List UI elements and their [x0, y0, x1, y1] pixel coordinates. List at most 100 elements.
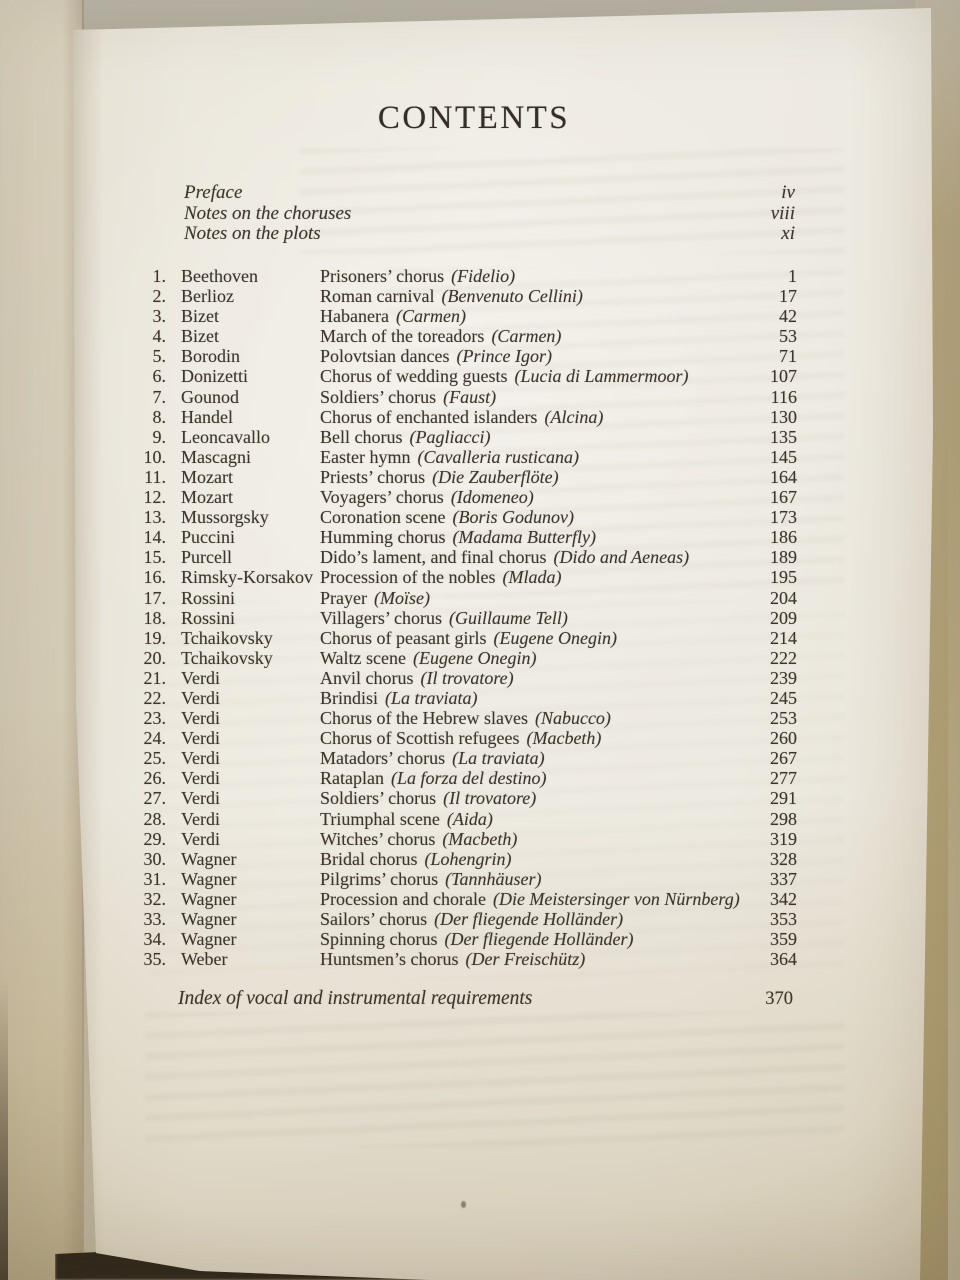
entry-composer: Verdi [181, 788, 220, 809]
front-matter-page-number: xi [781, 223, 795, 244]
entry-title: Procession and chorale (Die Meistersinger… [320, 889, 740, 909]
entry-number: 1. [152, 266, 167, 286]
entry-opera-name: (Pagliacci) [409, 426, 491, 447]
entry-composer: Mozart [181, 487, 233, 508]
entry-composer: Tchaikovsky [181, 627, 273, 648]
entry-title: Chorus of Scottish refugees (Macbeth) [320, 728, 601, 748]
entry-page-number: 353 [770, 909, 797, 929]
entry-number: 8. [152, 406, 167, 427]
entry-number: 29. [143, 828, 167, 849]
entry-number: 6. [152, 366, 167, 387]
entry-number: 26. [143, 768, 167, 789]
entry-title-text: Habanera [320, 306, 389, 327]
entry-page-number: 195 [770, 567, 797, 588]
entry-title-text: Huntsmen’s chorus [320, 949, 459, 970]
entry-composer: Verdi [181, 768, 220, 789]
photo-background-right-sliver [948, 420, 960, 1280]
entry-title-text: Chorus of Scottish refugees [320, 728, 520, 749]
entry-title: Pilgrims’ chorus (Tannhäuser) [320, 869, 542, 889]
entry-page-number: 116 [770, 386, 797, 407]
entry-opera-name: (Der Freischütz) [465, 949, 586, 970]
entry-opera-name: (Carmen) [395, 306, 466, 327]
entry-opera-name: (Il trovatore) [420, 667, 514, 688]
entry-opera-name: (Boris Godunov) [452, 507, 574, 528]
entry-number: 32. [143, 888, 167, 909]
entry-composer: Leoncavallo [181, 426, 270, 447]
entry-title: Rataplan (La forza del destino) [320, 768, 546, 788]
entry-number: 9. [152, 426, 167, 447]
entry-number: 14. [143, 527, 167, 548]
entry-number: 4. [152, 326, 167, 347]
toc-row: 29. Verdi Witches’ chorus (Macbeth) 319 [73, 828, 933, 849]
toc-row: 26. Verdi Rataplan (La forza del destino) 27… [73, 768, 933, 789]
entry-title: Villagers’ chorus (Guillaume Tell) [320, 608, 568, 628]
toc-row: 14. Puccini Humming chorus (Madama Butterfl… [73, 527, 933, 548]
entry-composer: Verdi [181, 808, 220, 829]
entry-title: Polovtsian dances (Prince Igor) [320, 346, 552, 366]
entry-opera-name: (Prince Igor) [456, 346, 552, 367]
toc-row: 22. Verdi Brindisi (La traviata) 245 [73, 687, 933, 708]
entry-title-text: Priests’ chorus [320, 466, 426, 487]
entry-title-text: Dido’s lament, and final chorus [320, 547, 547, 568]
entry-opera-name: (Carmen) [491, 326, 562, 347]
entry-title: Humming chorus (Madama Butterfly) [320, 527, 596, 547]
toc-row: 3. Bizet Habanera (Carmen) 42 [73, 306, 933, 327]
entry-title-text: Villagers’ chorus [320, 607, 443, 628]
entry-title: Chorus of enchanted islanders (Alcina) [320, 407, 603, 427]
entry-opera-name: (Die Zauberflöte) [432, 466, 559, 487]
entry-number: 15. [143, 547, 167, 568]
entry-composer: Verdi [181, 828, 220, 849]
index-label: Index of vocal and instrumental requirem… [178, 988, 533, 1009]
entry-opera-name: (Idomeneo) [450, 487, 534, 508]
entry-title: Sailors’ chorus (Der fliegende Holländer) [320, 909, 623, 929]
entry-page-number: 253 [770, 708, 797, 729]
entry-number: 11. [144, 466, 166, 487]
entry-title: Waltz scene (Eugene Onegin) [320, 648, 536, 668]
entry-page-number: 204 [770, 587, 797, 608]
entry-title: Dido’s lament, and final chorus (Dido and… [320, 547, 689, 567]
front-matter-label: Preface [184, 182, 243, 203]
entry-number: 25. [143, 748, 167, 769]
entry-page-number: 135 [770, 426, 797, 447]
entry-page-number: 53 [779, 326, 797, 347]
entry-number: 23. [143, 708, 167, 729]
entry-opera-name: (La traviata) [385, 687, 478, 708]
entry-composer: Borodin [181, 346, 241, 367]
toc-row: 7. Gounod Soldiers’ chorus (Faust) 116 [73, 386, 933, 407]
toc-row: 24. Verdi Chorus of Scottish refugees (Macb… [73, 728, 933, 748]
entry-opera-name: (Eugene Onegin) [493, 627, 617, 648]
entry-opera-name: (Aida) [446, 808, 493, 829]
entry-opera-name: (Guillaume Tell) [449, 607, 568, 628]
entry-page-number: 298 [770, 808, 797, 829]
entry-number: 31. [143, 868, 167, 889]
entry-opera-name: (Die Meistersinger von Nürnberg) [492, 888, 740, 909]
entry-number: 2. [152, 286, 167, 307]
entry-page-number: 167 [770, 487, 797, 508]
entry-title: Brindisi (La traviata) [320, 688, 478, 708]
entry-composer: Verdi [181, 687, 220, 708]
toc-row: 19. Tchaikovsky Chorus of peasant girls (Eu… [73, 627, 933, 648]
front-matter-list: Preface iv Notes on the choruses viii Notes … [73, 182, 933, 245]
entry-page-number: 222 [770, 647, 797, 668]
entry-title-text: Sailors’ chorus [320, 909, 428, 929]
entry-opera-name: (Dido and Aeneas) [553, 547, 690, 568]
entry-composer: Mussorgsky [181, 507, 269, 528]
entry-page-number: 209 [770, 607, 797, 628]
entry-title-text: Bridal chorus [320, 848, 418, 869]
entry-title-text: Prayer [320, 587, 367, 608]
entry-opera-name: (Eugene Onegin) [413, 647, 537, 668]
page-title: CONTENTS [377, 100, 571, 136]
toc-row: 11. Mozart Priests’ chorus (Die Zauberflöte… [73, 466, 933, 487]
entry-title-text: Prisoners’ chorus [320, 266, 445, 286]
show-through-texture [150, 600, 845, 980]
front-matter-row: Notes on the choruses viii [73, 203, 933, 225]
entry-title: Matadors’ chorus (La traviata) [320, 748, 545, 768]
toc-row: 6. Donizetti Chorus of wedding guests (Luci… [73, 366, 933, 387]
entry-opera-name: (Moïse) [373, 587, 430, 608]
front-matter-label: Notes on the plots [184, 223, 321, 244]
show-through-texture [385, 268, 845, 598]
entry-composer: Verdi [181, 708, 220, 729]
entry-title-text: Humming chorus [320, 527, 446, 548]
toc-row: 35. Weber Huntsmen’s chorus (Der Freischütz… [73, 949, 933, 970]
